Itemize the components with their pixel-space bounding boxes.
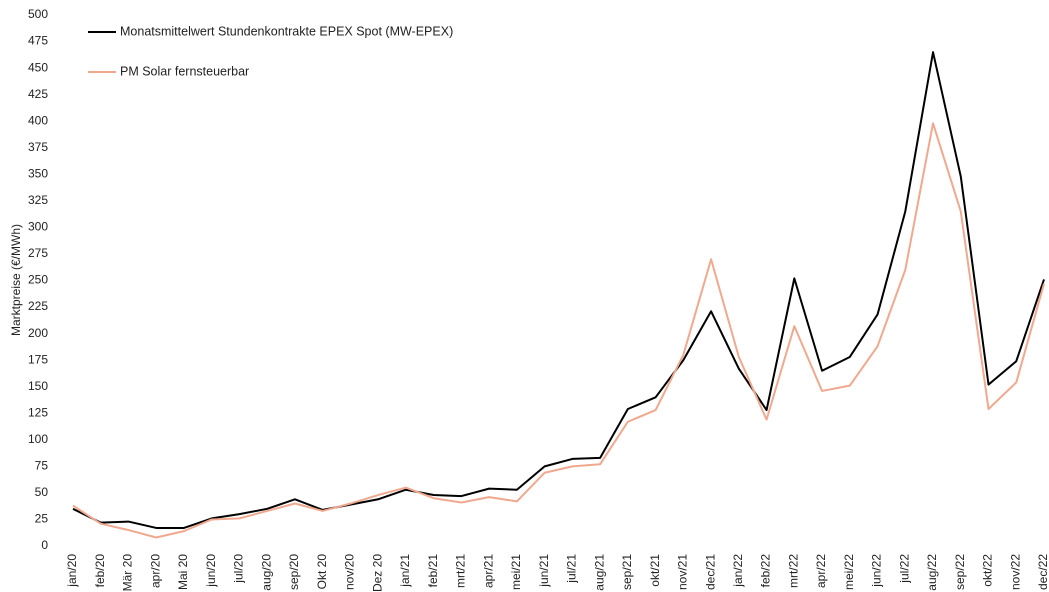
y-axis-label: Marktpreise (€/MWh) (9, 224, 23, 336)
x-tick-label: jan/20 (65, 554, 79, 588)
x-tick-label: dec/22 (1036, 554, 1049, 590)
y-tick-label: 450 (28, 60, 48, 74)
y-tick-label: 500 (28, 7, 48, 21)
y-tick-label: 225 (28, 299, 48, 313)
x-tick-label: Okt 20 (315, 554, 329, 590)
y-tick-label: 100 (28, 432, 48, 446)
y-tick-label: 75 (35, 459, 49, 473)
x-tick-label: apr/22 (814, 554, 828, 588)
y-tick-label: 325 (28, 193, 48, 207)
x-tick-label: jan/22 (731, 554, 745, 588)
x-tick-label: Mai 20 (176, 554, 190, 590)
y-tick-label: 25 (35, 512, 49, 526)
x-tick-label: Dez 20 (370, 554, 384, 592)
x-tick-label: nov/20 (343, 554, 357, 590)
x-tick-label: mrt/22 (786, 554, 800, 588)
x-tick-label: nov/21 (676, 554, 690, 590)
x-tick-label: okt/22 (981, 554, 995, 587)
x-tick-label: aug/20 (259, 554, 273, 591)
x-tick-label: jul/22 (897, 554, 911, 584)
x-tick-label: nov/22 (1008, 554, 1022, 590)
x-tick-label: Mär 20 (121, 554, 135, 592)
x-tick-label: jun/20 (204, 554, 218, 588)
x-tick-label: jun/22 (870, 554, 884, 588)
x-tick-label: sep/20 (287, 554, 301, 590)
x-tick-label: apr/20 (148, 554, 162, 588)
legend-label: PM Solar fernsteuerbar (120, 64, 249, 78)
y-tick-label: 175 (28, 352, 48, 366)
x-tick-label: jun/21 (537, 554, 551, 588)
x-tick-label: aug/22 (925, 554, 939, 591)
y-tick-label: 275 (28, 246, 48, 260)
series-line (72, 51, 1045, 529)
y-tick-label: 150 (28, 379, 48, 393)
x-tick-label: mei/21 (509, 554, 523, 590)
y-tick-label: 50 (35, 485, 49, 499)
y-tick-label: 250 (28, 273, 48, 287)
x-tick-label: apr/21 (481, 554, 495, 588)
y-tick-label: 0 (41, 538, 48, 552)
series-line (72, 122, 1045, 539)
x-tick-label: feb/22 (759, 554, 773, 588)
y-tick-label: 425 (28, 87, 48, 101)
x-tick-label: feb/20 (93, 554, 107, 588)
x-tick-label: sep/22 (953, 554, 967, 590)
x-tick-label: jul/20 (232, 554, 246, 584)
legend-label: Monatsmittelwert Stundenkontrakte EPEX S… (120, 24, 453, 38)
x-tick-label: mrt/21 (454, 554, 468, 588)
x-tick-label: okt/21 (648, 554, 662, 587)
y-tick-label: 125 (28, 405, 48, 419)
x-tick-label: jul/21 (565, 554, 579, 584)
x-tick-label: aug/21 (592, 554, 606, 591)
y-tick-label: 350 (28, 166, 48, 180)
y-tick-label: 375 (28, 140, 48, 154)
x-tick-label: jan/21 (398, 554, 412, 588)
y-tick-label: 300 (28, 220, 48, 234)
y-tick-label: 400 (28, 113, 48, 127)
x-tick-label: dec/21 (703, 554, 717, 590)
x-tick-label: feb/21 (426, 554, 440, 588)
y-tick-label: 200 (28, 326, 48, 340)
y-tick-label: 475 (28, 34, 48, 48)
x-tick-label: sep/21 (620, 554, 634, 590)
x-tick-label: mei/22 (842, 554, 856, 590)
